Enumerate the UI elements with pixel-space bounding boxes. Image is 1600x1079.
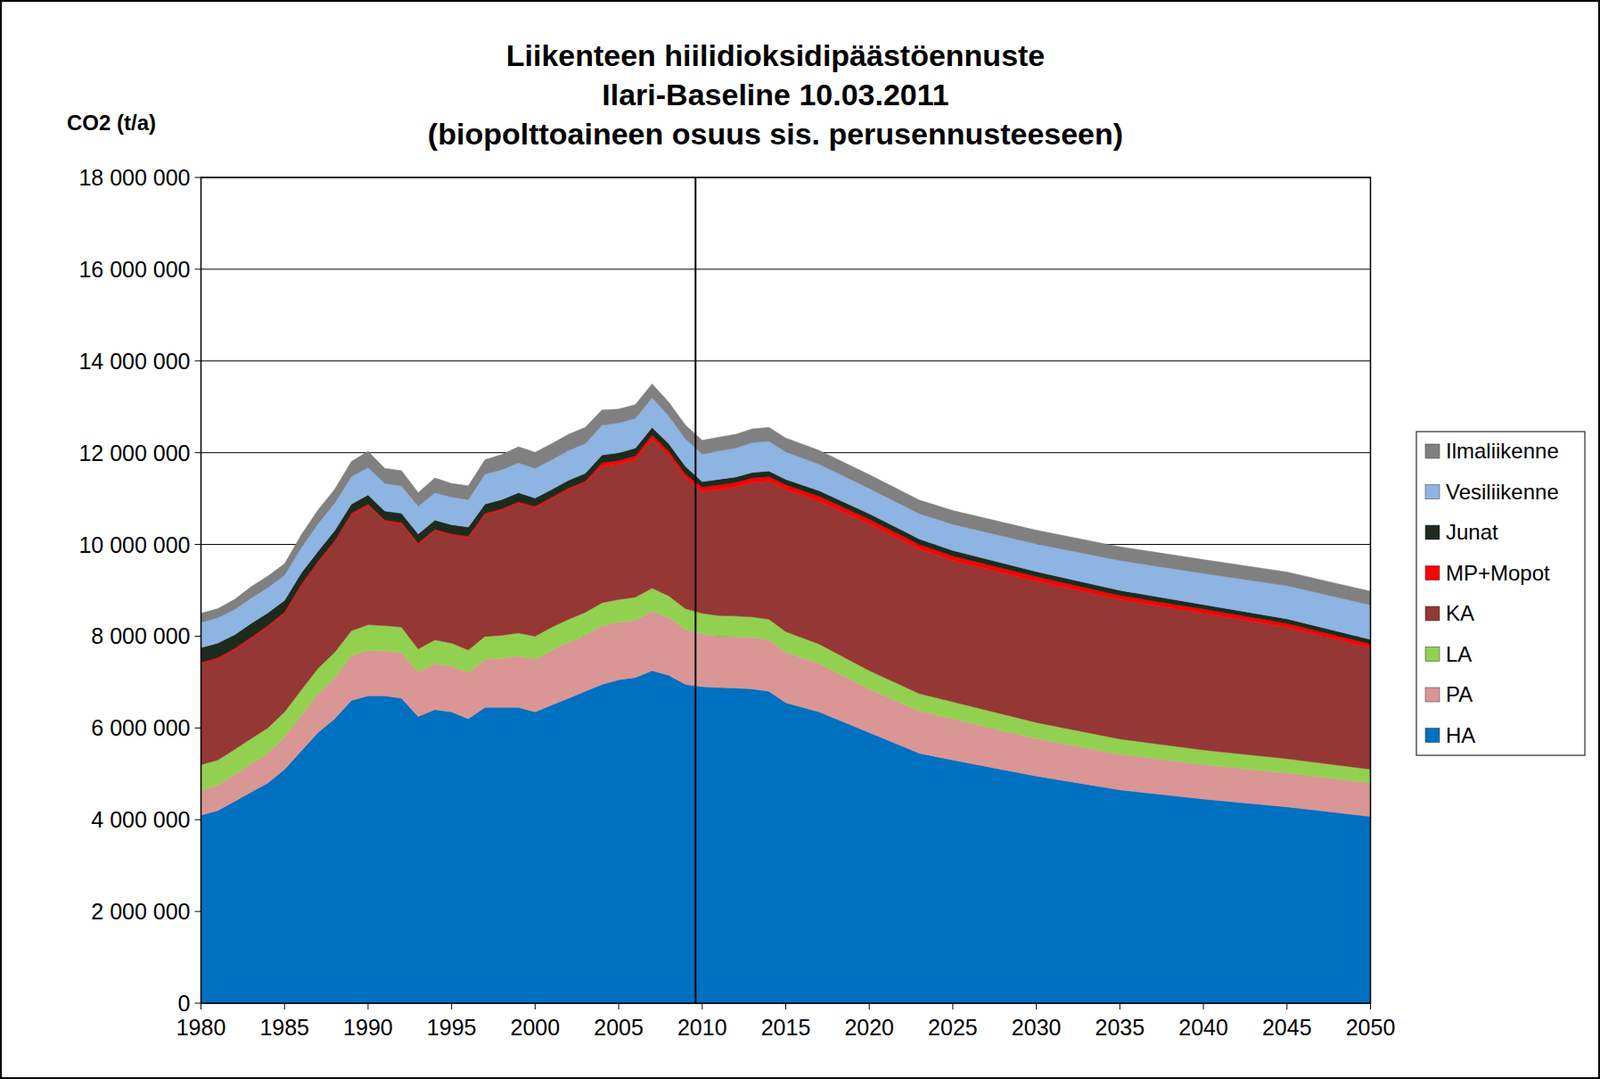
y-tick-label: 2 000 000: [90, 898, 190, 924]
x-tick: [785, 1002, 787, 1010]
legend-swatch: [1425, 647, 1440, 662]
plot-frame: [201, 177, 1371, 1003]
x-tick-label: 2035: [1095, 1014, 1146, 1040]
legend-swatch: [1425, 484, 1440, 500]
y-tick: [195, 268, 202, 270]
background: [0, 0, 1600, 1078]
x-tick-label: 2040: [1178, 1014, 1229, 1040]
x-tick: [1286, 1002, 1288, 1010]
legend-swatch: [1425, 728, 1440, 743]
plot-area: [201, 384, 1371, 1004]
x-tick: [367, 1002, 369, 1010]
grid-line: [201, 360, 1371, 362]
x-tick-label: 1980: [176, 1014, 227, 1040]
x-tick-label: 2015: [761, 1014, 812, 1040]
y-tick: [195, 727, 202, 729]
x-tick-label: 2020: [844, 1014, 895, 1040]
x-tick-label: 2045: [1262, 1014, 1313, 1040]
legend-label: PA: [1445, 681, 1473, 706]
area: [201, 397, 1371, 648]
y-tick-label: 0: [178, 990, 191, 1016]
x-tick: [1035, 1002, 1037, 1010]
x-tick: [534, 1002, 536, 1010]
legend-label: Vesiliikenne: [1445, 479, 1559, 504]
x-tick-label: 2025: [927, 1014, 978, 1040]
legend-label: LA: [1445, 641, 1472, 666]
x-tick-label: 1985: [259, 1014, 310, 1040]
title: Ilari-Baseline 10.03.2011: [601, 77, 949, 112]
legend-swatch: [1425, 606, 1440, 621]
legend-swatch: [1425, 525, 1440, 540]
x-tick-label: 1995: [426, 1014, 477, 1040]
x-tick: [1203, 1002, 1205, 1010]
x-tick-label: 2030: [1011, 1014, 1062, 1040]
legend-swatch: [1425, 566, 1440, 581]
y-tick-label: 18 000 000: [78, 164, 190, 190]
x-tick: [284, 1002, 286, 1010]
y-tick-label: 12 000 000: [78, 440, 190, 466]
forecast-divider: [694, 177, 697, 1003]
chart: Liikenteen hiilidioksidipäästöennuste Ila…: [0, 0, 1600, 1079]
y-tick-label: 4 000 000: [90, 806, 190, 832]
x-tick: [618, 1002, 620, 1010]
title: Liikenteen hiilidioksidipäästöennuste: [506, 38, 1046, 73]
legend-label: MP+Mopot: [1445, 560, 1551, 585]
y-tick: [195, 635, 202, 637]
legend-swatch: [1425, 443, 1440, 459]
y-tick: [195, 543, 202, 545]
y-tick-label: 10 000 000: [78, 532, 190, 558]
x-tick: [951, 1002, 953, 1010]
legend-label: KA: [1445, 600, 1475, 625]
y-tick: [195, 1002, 202, 1004]
y-tick: [195, 819, 202, 821]
area: [201, 384, 1371, 624]
legend-label: Junat: [1445, 519, 1499, 544]
x-tick: [200, 1002, 202, 1010]
y-tick: [195, 360, 202, 362]
x-tick-label: 2000: [510, 1014, 561, 1040]
x-tick: [1119, 1002, 1121, 1010]
legend: [1416, 431, 1585, 755]
x-tick-label: 2010: [677, 1014, 728, 1040]
x-tick: [701, 1002, 703, 1010]
x-tick: [869, 1002, 870, 1010]
x-tick: [451, 1002, 452, 1010]
x-tick: [1370, 1002, 1371, 1010]
y-tick-label: 8 000 000: [90, 623, 190, 649]
title: (biopolttoaineen osuus sis. perusennuste…: [427, 116, 1124, 151]
y-axis-label: CO2 (t/a): [66, 110, 156, 135]
y-tick: [195, 177, 202, 179]
y-tick: [195, 451, 202, 453]
legend-label: Ilmaliikenne: [1445, 438, 1559, 463]
y-tick-label: 6 000 000: [90, 714, 190, 740]
x-tick-label: 2005: [593, 1014, 644, 1040]
y-tick-label: 14 000 000: [78, 348, 190, 374]
legend-label: HA: [1445, 722, 1476, 747]
x-tick-label: 1990: [343, 1014, 394, 1040]
grid-line: [201, 268, 1371, 270]
y-tick-label: 16 000 000: [78, 256, 190, 282]
y-tick: [195, 910, 202, 912]
x-tick-label: 2050: [1345, 1014, 1396, 1040]
legend-swatch: [1425, 687, 1440, 702]
